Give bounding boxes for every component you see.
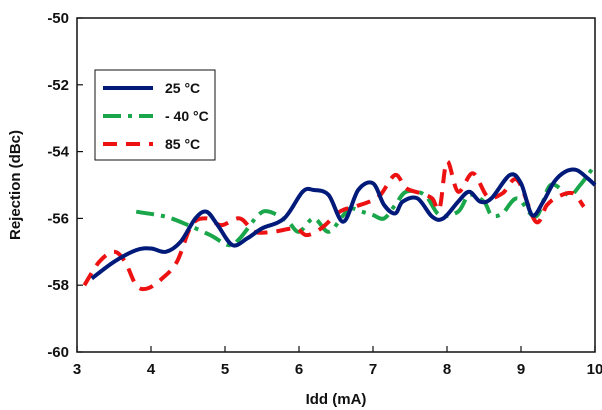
y-tick-label: -54 <box>47 144 69 161</box>
series-line-0 <box>90 167 597 281</box>
x-axis-label: Idd (mA) <box>306 391 367 408</box>
series-line-1 <box>135 163 597 248</box>
y-tick-label: -52 <box>47 77 69 94</box>
series-line-2 <box>82 159 586 292</box>
x-tick-label: 9 <box>517 361 525 378</box>
x-tick-label: 3 <box>73 361 81 378</box>
legend-label-2: 85 °C <box>165 136 200 152</box>
x-tick-label: 7 <box>369 361 377 378</box>
plot-area <box>76 17 596 353</box>
legend-label-1: - 40 °C <box>165 108 209 124</box>
y-tick-label: -56 <box>47 210 69 227</box>
y-tick-label: -60 <box>47 344 69 361</box>
y-axis-label: Rejection (dBc) <box>7 130 24 240</box>
x-tick-label: 4 <box>147 361 156 378</box>
legend: 25 °C - 40 °C 85 °C <box>94 69 216 161</box>
series-layer <box>82 159 597 292</box>
legend-label-0: 25 °C <box>165 80 200 96</box>
x-tick-label: 10 <box>587 361 602 378</box>
y-tick-label: -50 <box>47 10 69 27</box>
x-tick-label: 5 <box>221 361 229 378</box>
x-tick-label: 6 <box>295 361 303 378</box>
tick-layer: 3 4 5 6 7 8 9 10 -50 -52 -54 -56 -58 -60 <box>47 10 602 378</box>
y-tick-label: -58 <box>47 277 69 294</box>
x-tick-label: 8 <box>443 361 451 378</box>
